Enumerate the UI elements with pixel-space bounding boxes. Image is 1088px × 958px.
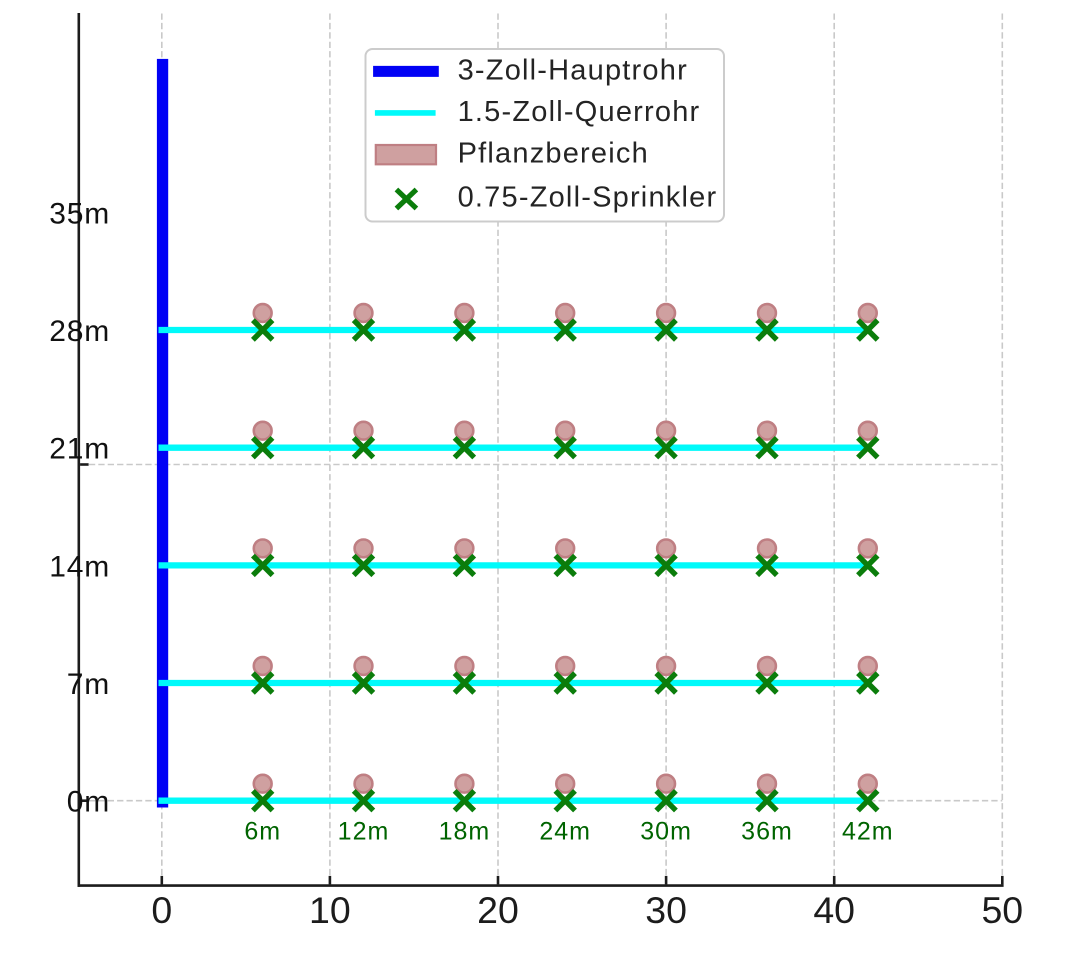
svg-text:30m: 30m — [640, 817, 692, 845]
svg-text:21m: 21m — [49, 433, 110, 466]
svg-text:20: 20 — [477, 889, 519, 931]
svg-text:40: 40 — [813, 889, 855, 931]
svg-text:3-Zoll-Hauptrohr: 3-Zoll-Hauptrohr — [458, 55, 688, 87]
svg-text:6m: 6m — [244, 817, 281, 845]
svg-text:42m: 42m — [842, 817, 894, 845]
svg-text:18m: 18m — [439, 817, 491, 845]
svg-text:7m: 7m — [67, 668, 110, 701]
svg-text:1.5-Zoll-Querrohr: 1.5-Zoll-Querrohr — [458, 96, 701, 128]
svg-text:0: 0 — [151, 889, 172, 931]
svg-text:36m: 36m — [741, 817, 793, 845]
svg-text:14m: 14m — [49, 550, 110, 583]
svg-text:24m: 24m — [539, 817, 591, 845]
svg-text:30: 30 — [645, 889, 687, 931]
svg-text:28m: 28m — [49, 315, 110, 348]
svg-text:50: 50 — [981, 889, 1023, 931]
svg-text:0.75-Zoll-Sprinkler: 0.75-Zoll-Sprinkler — [458, 181, 718, 213]
svg-text:Pflanzbereich: Pflanzbereich — [458, 138, 649, 170]
svg-text:0m: 0m — [67, 786, 110, 819]
svg-text:35m: 35m — [49, 197, 110, 230]
svg-text:12m: 12m — [338, 817, 390, 845]
svg-text:10: 10 — [309, 889, 351, 931]
